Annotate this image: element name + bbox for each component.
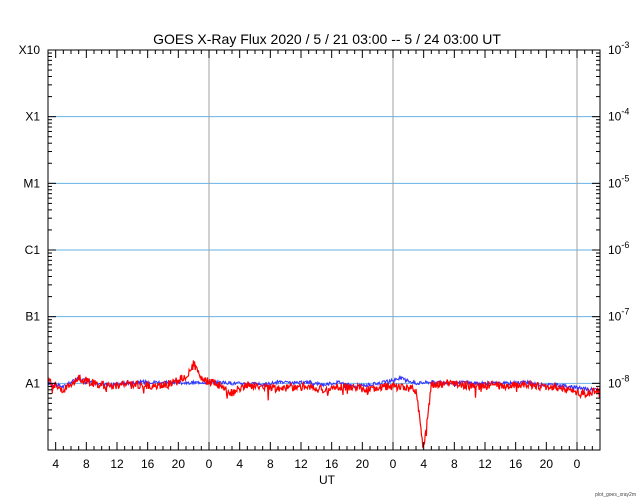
x-tick-label: 8 <box>83 457 90 471</box>
y-label-x10: X10 <box>19 43 41 57</box>
x-axis-title: UT <box>319 473 336 487</box>
y-right-label: 10-4 <box>608 107 629 124</box>
x-tick-label: 8 <box>267 457 274 471</box>
axis-ticks <box>47 50 601 451</box>
x-tick-label: 8 <box>451 457 458 471</box>
y-right-label: 10-5 <box>608 173 629 190</box>
x-tick-label: 16 <box>325 457 339 471</box>
y-right-label: 10-7 <box>608 307 629 324</box>
x-tick-label: 0 <box>390 457 397 471</box>
series-group <box>47 360 601 449</box>
x-tick-label: 16 <box>509 457 523 471</box>
y-label-a1: A1 <box>25 376 40 390</box>
y-right-label: 10-6 <box>608 240 629 257</box>
axis-labels: 4 8 12 16 20 0 4 8 12 16 20 0 4 8 12 16 20 0 X10 X1 M1 C1 B1 A1… <box>19 40 630 471</box>
x-tick-label: 0 <box>574 457 581 471</box>
x-tick-label: 16 <box>141 457 155 471</box>
y-label-c1: C1 <box>25 243 41 257</box>
x-tick-label: 20 <box>356 457 370 471</box>
x-tick-label: 12 <box>478 457 492 471</box>
y-label-x1: X1 <box>25 110 40 124</box>
y-right-label: 10-8 <box>608 373 629 390</box>
x-tick-label: 4 <box>420 457 427 471</box>
x-tick-label: 20 <box>172 457 186 471</box>
x-tick-label: 12 <box>294 457 308 471</box>
chart-title: GOES X-Ray Flux 2020 / 5 / 21 03:00 -- 5… <box>153 31 501 47</box>
y-label-m1: M1 <box>23 176 40 190</box>
x-tick-label: 4 <box>52 457 59 471</box>
x-tick-label: 12 <box>110 457 124 471</box>
y-right-label: 10-3 <box>608 40 629 57</box>
plot-credit: plot_goes_xray2m <box>595 492 636 498</box>
x-tick-label: 0 <box>206 457 213 471</box>
x-tick-label: 4 <box>236 457 243 471</box>
series-long-channel <box>47 360 601 449</box>
y-label-b1: B1 <box>25 310 40 324</box>
x-tick-label: 20 <box>540 457 554 471</box>
